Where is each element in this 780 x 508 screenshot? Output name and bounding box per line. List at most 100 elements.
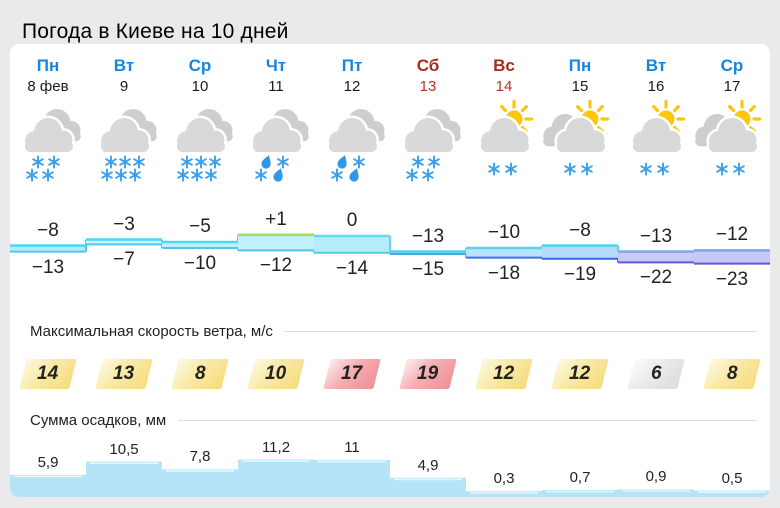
temp-high: +1 <box>265 208 287 230</box>
snowflake-icon <box>581 162 593 176</box>
temp-band-segment <box>10 245 86 252</box>
temp-low: −19 <box>563 263 597 285</box>
snowflake-icon <box>406 168 418 182</box>
precip-section-header: Сумма осадков, мм <box>30 410 756 430</box>
precip-step <box>10 474 86 497</box>
precip-step <box>314 460 390 497</box>
snowflake-icon <box>119 155 131 169</box>
snowflake-icon <box>657 162 669 176</box>
temp-low: −18 <box>487 262 521 284</box>
wind-speed-badge: 8 <box>703 359 761 389</box>
day-date: 9 <box>119 78 129 95</box>
wind-speed-badge: 6 <box>627 359 685 389</box>
temperature-band-chart <box>10 233 770 265</box>
snowflake-icon <box>640 162 652 176</box>
snowflake-icon <box>32 155 44 169</box>
day-column-11[interactable]: Чт 11 <box>238 56 314 189</box>
temp-high: 0 <box>346 210 358 231</box>
wind-section-header: Максимальная скорость ветра, м/с <box>30 321 756 341</box>
weather-icon <box>250 109 309 182</box>
precip-step <box>694 490 770 497</box>
day-column-14[interactable]: Вс 14 <box>466 56 542 189</box>
snowflake-icon <box>733 162 745 176</box>
forecast-card: Пн 8 фев Вт 9 Ср 10 Чт 11 Пт 12 Сб 13 Вс 14 Пн 15 Вт 16 Ср… <box>10 44 770 497</box>
snowflake-icon <box>428 155 440 169</box>
day-name: Вт <box>113 56 135 75</box>
snowflake-icon <box>505 162 517 176</box>
wind-speed-badge: 8 <box>171 359 229 389</box>
precip-value: 10,5 <box>109 440 139 458</box>
snowflake-icon <box>255 168 267 182</box>
snowflake-icon <box>331 168 343 182</box>
day-name: Пт <box>341 56 363 75</box>
snowflake-icon <box>422 168 434 182</box>
weather-icon <box>22 109 81 182</box>
wind-speed-value: 10 <box>265 363 287 384</box>
wind-speed-badge: 19 <box>399 359 457 389</box>
day-column-9[interactable]: Вт 9 <box>86 56 162 189</box>
temp-low: −13 <box>31 256 65 278</box>
snowflake-icon <box>195 155 207 169</box>
day-column-16[interactable]: Вт 16 <box>618 56 694 189</box>
raindrop-icon <box>337 155 347 169</box>
snowflake-icon <box>277 155 289 169</box>
temp-high: −8 <box>37 219 59 241</box>
precip-value: 4,9 <box>417 456 439 474</box>
temp-low: −10 <box>183 253 217 274</box>
day-date: 17 <box>723 78 741 95</box>
cloud-icon <box>554 115 608 155</box>
snowflake-icon <box>26 168 38 182</box>
wind-speed-badge: 12 <box>475 359 533 389</box>
precip-section-label: Сумма осадков, мм <box>30 411 167 429</box>
precip-step <box>466 491 542 497</box>
wind-speed-badge: 17 <box>323 359 381 389</box>
day-name: Ср <box>720 56 744 75</box>
weather-icon <box>695 99 762 176</box>
cloud-icon <box>326 115 380 155</box>
temp-band-segment <box>86 239 162 245</box>
temp-low: −15 <box>411 259 445 280</box>
wind-speed-badge: 13 <box>95 359 153 389</box>
weather-icon <box>478 99 534 176</box>
wind-section-label: Максимальная скорость ветра, м/с <box>30 322 273 340</box>
cloud-icon <box>706 115 760 155</box>
day-column-17[interactable]: Ср 17 <box>694 56 770 189</box>
snowflake-icon <box>181 155 193 169</box>
day-name: Сб <box>416 56 440 75</box>
precip-value: 11 <box>344 439 360 457</box>
wind-speed-value: 12 <box>569 363 591 384</box>
snowflake-icon <box>115 168 127 182</box>
wind-speed-badge: 12 <box>551 359 609 389</box>
temp-band-segment <box>314 236 390 253</box>
precip-value: 0,5 <box>721 469 743 487</box>
precip-step <box>618 489 694 497</box>
cloud-icon <box>98 115 152 155</box>
day-column-15[interactable]: Пн 15 <box>542 56 618 189</box>
snowflake-icon <box>488 162 500 176</box>
cloud-icon <box>22 115 76 155</box>
temp-high: −8 <box>569 219 591 241</box>
snowflake-icon <box>412 155 424 169</box>
wind-speed-value: 14 <box>37 363 59 384</box>
day-column-10[interactable]: Ср 10 <box>162 56 238 189</box>
cloud-icon <box>402 115 456 155</box>
snowflake-icon <box>564 162 576 176</box>
day-column-8-фев[interactable]: Пн 8 фев <box>10 56 86 189</box>
temp-low: −12 <box>259 255 293 277</box>
day-date: 8 фев <box>27 78 69 95</box>
precip-value: 0,3 <box>493 470 515 488</box>
snowflake-icon <box>101 168 113 182</box>
wind-speed-value: 12 <box>493 363 515 384</box>
wind-speed-value: 17 <box>341 363 363 384</box>
day-column-13[interactable]: Сб 13 <box>390 56 466 189</box>
precip-step <box>86 461 162 497</box>
precip-step <box>162 469 238 497</box>
cloud-icon <box>250 115 304 155</box>
snowflake-icon <box>353 155 365 169</box>
day-column-12[interactable]: Пт 12 <box>314 56 390 189</box>
weather-icon <box>326 109 385 182</box>
day-date: 12 <box>343 78 361 95</box>
day-date: 11 <box>268 78 284 95</box>
day-name: Чт <box>265 56 287 75</box>
temp-band-segment <box>618 251 694 263</box>
